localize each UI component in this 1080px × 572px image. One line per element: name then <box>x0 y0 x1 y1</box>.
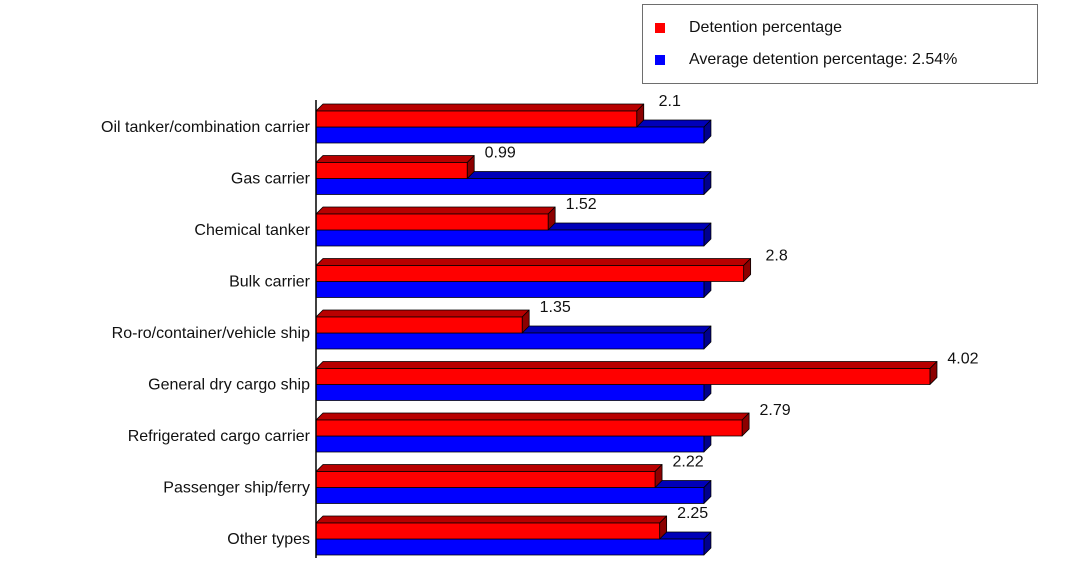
bar-detention-4-top <box>315 309 530 318</box>
bar-detention-1-top <box>315 155 475 163</box>
value-label-1: 0.99 <box>485 145 516 162</box>
category-label-5: General dry cargo ship <box>148 377 310 394</box>
bar-detention-7 <box>315 464 663 488</box>
bar-detention-4-front <box>315 316 523 334</box>
bar-detention-4 <box>315 309 530 334</box>
bar-detention-5-top <box>315 361 938 369</box>
bar-detention-6 <box>315 412 750 437</box>
labels-layer: Oil tanker/combination carrier 2.1 Gas car… <box>101 93 979 548</box>
bar-detention-0-front <box>315 110 638 128</box>
value-label-4: 1.35 <box>540 299 571 316</box>
category-label-0: Oil tanker/combination carrier <box>101 119 311 136</box>
category-label-7: Passenger ship/ferry <box>163 480 310 497</box>
bar-average-5-front <box>315 384 705 401</box>
legend-swatch-average <box>655 55 665 65</box>
bar-detention-3 <box>315 258 752 282</box>
bar-average-7-front <box>315 487 705 504</box>
bar-detention-5-front <box>315 368 931 385</box>
bar-detention-5 <box>315 361 938 385</box>
category-label-3: Bulk carrier <box>229 274 311 291</box>
value-label-5: 4.02 <box>947 351 978 368</box>
value-label-6: 2.79 <box>760 402 791 419</box>
bar-average-8-front <box>315 538 705 556</box>
bar-detention-1 <box>315 155 475 179</box>
bar-detention-0-top <box>315 103 645 112</box>
bar-detention-7-front <box>315 471 656 488</box>
legend: Detention percentage Average detention p… <box>642 4 1038 84</box>
legend-item-detention: Detention percentage <box>655 19 842 37</box>
value-label-0: 2.1 <box>659 93 681 110</box>
category-label-6: Refrigerated cargo carrier <box>128 428 311 445</box>
category-label-1: Gas carrier <box>231 171 311 188</box>
bar-average-1-front <box>315 178 705 195</box>
legend-item-average: Average detention percentage: 2.54% <box>655 51 957 69</box>
category-label-4: Ro-ro/container/vehicle ship <box>112 325 310 342</box>
bar-average-4-front <box>315 332 705 350</box>
bar-detention-2 <box>315 206 556 231</box>
bar-detention-0 <box>315 103 645 128</box>
legend-label-detention: Detention percentage <box>689 19 842 36</box>
bar-detention-1-front <box>315 162 468 179</box>
value-label-2: 1.52 <box>566 196 597 213</box>
category-label-8: Other types <box>227 531 310 548</box>
bar-detention-8 <box>315 515 668 540</box>
bar-detention-6-top <box>315 412 750 421</box>
legend-label-average: Average detention percentage: 2.54% <box>689 51 958 68</box>
bar-average-0-front <box>315 126 705 144</box>
value-label-7: 2.22 <box>672 454 703 471</box>
bars-layer <box>315 103 938 556</box>
bar-average-3-front <box>315 281 705 298</box>
bar-detention-2-top <box>315 206 556 215</box>
value-label-3: 2.8 <box>766 248 788 265</box>
bar-detention-2-front <box>315 213 549 231</box>
legend-swatch-detention <box>655 23 665 33</box>
bar-average-2-front <box>315 229 705 247</box>
bar-average-6-front <box>315 435 705 453</box>
bar-detention-3-top <box>315 258 752 266</box>
bar-detention-8-front <box>315 522 661 540</box>
bar-detention-8-top <box>315 515 668 524</box>
bar-detention-6-front <box>315 419 743 437</box>
bar-detention-3-front <box>315 265 745 282</box>
category-label-2: Chemical tanker <box>194 222 310 239</box>
value-label-8: 2.25 <box>677 505 708 522</box>
bar-detention-7-top <box>315 464 663 472</box>
